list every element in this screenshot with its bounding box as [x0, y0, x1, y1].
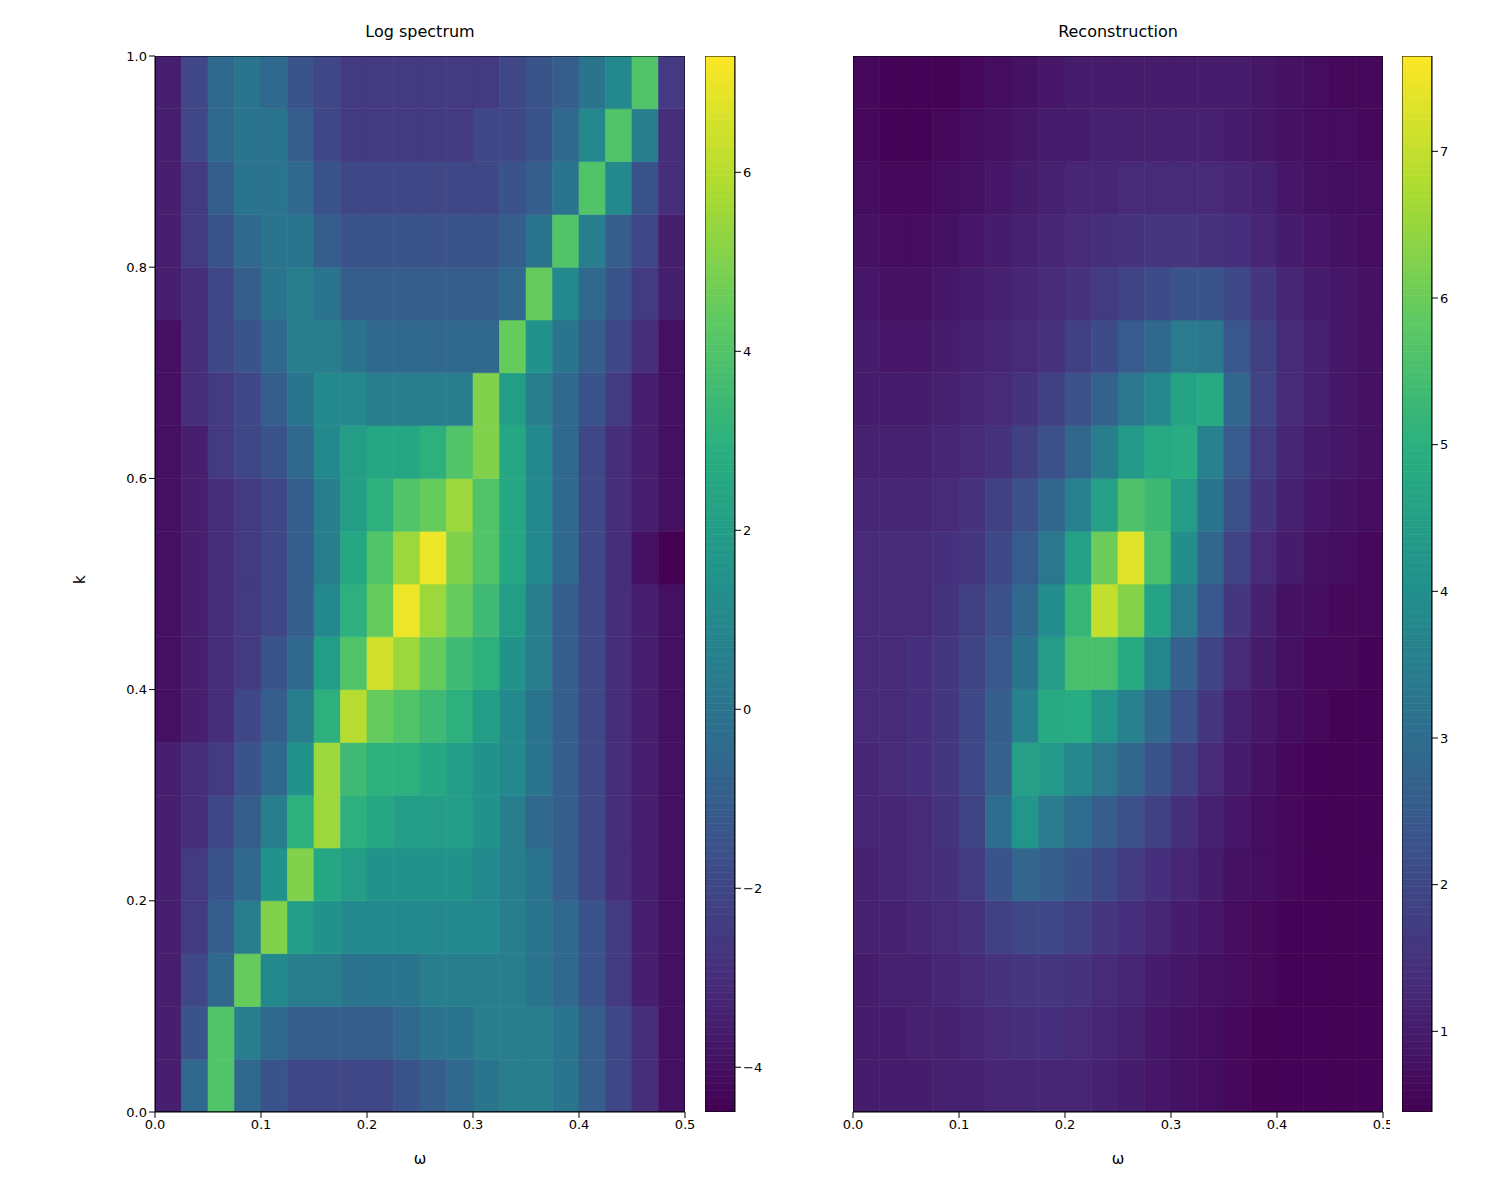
- svg-text:5: 5: [1440, 437, 1448, 452]
- svg-text:4: 4: [1440, 584, 1448, 599]
- svg-text:0.0: 0.0: [145, 1117, 166, 1132]
- svg-text:0.5: 0.5: [1373, 1117, 1390, 1132]
- svg-text:2: 2: [743, 523, 751, 538]
- svg-text:0.0: 0.0: [843, 1117, 864, 1132]
- svg-text:6: 6: [1440, 291, 1448, 306]
- svg-text:0.2: 0.2: [126, 893, 147, 908]
- svg-text:k: k: [71, 575, 89, 584]
- svg-text:0.1: 0.1: [251, 1117, 272, 1132]
- svg-text:0.2: 0.2: [357, 1117, 378, 1132]
- svg-text:−4: −4: [743, 1060, 762, 1075]
- svg-text:0.1: 0.1: [949, 1117, 970, 1132]
- html-text:Log spectrum: Log spectrum: [365, 22, 475, 41]
- svg-text:3: 3: [1440, 731, 1448, 746]
- svg-text:6: 6: [743, 165, 751, 180]
- svg-text:0: 0: [743, 702, 751, 717]
- svg-text:1: 1: [1440, 1024, 1448, 1039]
- svg-text:0.2: 0.2: [1055, 1117, 1076, 1132]
- svg-text:0.8: 0.8: [126, 260, 147, 275]
- svg-text:0.5: 0.5: [675, 1117, 696, 1132]
- svg-text:1.0: 1.0: [126, 49, 147, 64]
- html-text:Reconstruction: Reconstruction: [1058, 22, 1178, 41]
- svg-text:2: 2: [1440, 877, 1448, 892]
- svg-text:0.4: 0.4: [126, 682, 147, 697]
- svg-text:ω: ω: [414, 1150, 427, 1168]
- svg-text:0.4: 0.4: [1267, 1117, 1288, 1132]
- svg-text:0.3: 0.3: [1161, 1117, 1182, 1132]
- svg-text:4: 4: [743, 344, 751, 359]
- svg-text:0.4: 0.4: [569, 1117, 590, 1132]
- svg-text:−2: −2: [743, 881, 762, 896]
- svg-text:0.0: 0.0: [126, 1105, 147, 1120]
- svg-text:0.3: 0.3: [463, 1117, 484, 1132]
- svg-text:0.6: 0.6: [126, 471, 147, 486]
- svg-text:ω: ω: [1112, 1150, 1125, 1168]
- svg-text:7: 7: [1440, 144, 1448, 159]
